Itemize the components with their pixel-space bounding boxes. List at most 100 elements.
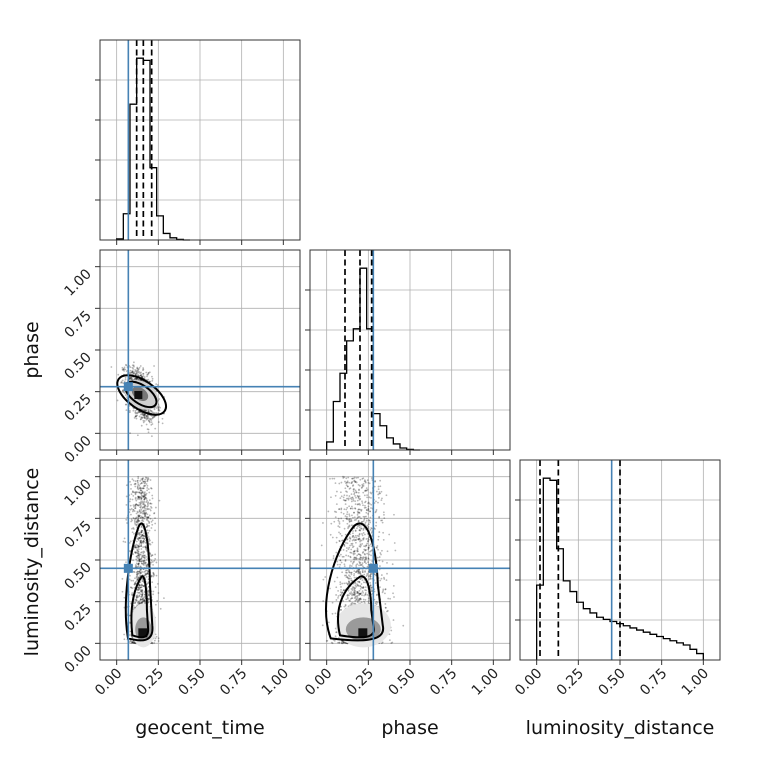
sample-point <box>140 583 143 586</box>
sample-point <box>377 488 380 491</box>
sample-point <box>346 506 349 509</box>
sample-point <box>140 544 143 547</box>
sample-point <box>142 559 144 562</box>
sample-point <box>343 494 346 497</box>
sample-point <box>349 566 351 568</box>
sample-point <box>357 538 359 541</box>
sample-point <box>345 484 348 487</box>
sample-point <box>351 507 354 510</box>
y-tick-label: 0.00 <box>61 643 94 676</box>
sample-point <box>143 417 146 420</box>
sample-point <box>364 571 366 573</box>
sample-point <box>137 552 140 554</box>
sample-point <box>358 599 361 601</box>
sample-point <box>139 571 142 574</box>
sample-point <box>359 573 362 576</box>
sample-point <box>358 498 361 501</box>
sample-point <box>362 551 365 553</box>
sample-point <box>356 594 359 597</box>
sample-point <box>134 582 136 585</box>
sample-point <box>138 560 141 563</box>
sample-point <box>362 586 365 589</box>
sample-point <box>337 525 340 528</box>
sample-point <box>339 605 342 608</box>
sample-point <box>363 533 366 536</box>
sample-point <box>381 549 383 552</box>
sample-point <box>146 558 148 561</box>
sample-point <box>345 569 348 572</box>
contour-outer <box>124 522 154 642</box>
sample-point <box>365 544 368 547</box>
sample-point <box>132 559 134 562</box>
sample-point <box>158 405 160 408</box>
sample-point <box>153 512 155 515</box>
sample-point <box>348 495 351 497</box>
sample-point <box>151 519 154 522</box>
sample-point <box>379 479 382 482</box>
sample-point <box>135 372 138 375</box>
sample-point <box>366 479 369 482</box>
sample-point <box>141 579 144 582</box>
sample-point <box>147 531 150 534</box>
sample-point <box>145 414 148 417</box>
sample-point <box>134 552 137 554</box>
sample-point <box>140 417 143 420</box>
sample-point <box>137 545 140 548</box>
sample-point <box>137 601 140 604</box>
sample-point <box>154 633 157 636</box>
sample-point <box>151 642 154 645</box>
sample-point <box>142 487 145 490</box>
sample-point <box>139 365 142 367</box>
sample-point <box>134 504 137 507</box>
sample-point <box>381 591 384 594</box>
sample-point <box>124 368 127 371</box>
sample-point <box>134 551 136 553</box>
sample-point <box>363 517 366 520</box>
sample-point <box>368 575 370 578</box>
sample-point <box>367 540 369 543</box>
sample-point <box>142 492 145 494</box>
sample-point <box>364 501 366 504</box>
sample-point <box>140 539 142 542</box>
sample-point <box>360 510 363 512</box>
sample-point <box>138 496 140 498</box>
sample-point <box>355 571 358 573</box>
sample-point <box>146 571 149 574</box>
sample-point <box>136 370 139 373</box>
sample-point <box>154 427 157 430</box>
sample-point <box>359 556 362 559</box>
sample-point <box>141 592 144 594</box>
sample-point <box>146 572 149 575</box>
sample-point <box>361 558 364 561</box>
sample-point <box>362 477 365 480</box>
sample-point <box>132 361 135 364</box>
sample-point <box>386 561 388 564</box>
sample-point <box>365 557 367 559</box>
y-tick-label: 0.00 <box>61 433 94 466</box>
sample-point <box>340 517 343 520</box>
joint-content <box>320 475 405 648</box>
sample-point <box>355 491 358 493</box>
sample-point <box>138 560 141 563</box>
sample-point <box>133 583 136 586</box>
sample-point <box>353 511 355 514</box>
sample-point <box>139 512 142 514</box>
sample-point <box>137 536 140 539</box>
sample-point <box>355 585 358 588</box>
sample-point <box>143 564 145 566</box>
sample-point <box>335 586 338 589</box>
sample-point <box>345 574 348 577</box>
sample-point <box>133 571 136 574</box>
sample-point <box>354 582 357 585</box>
sample-point <box>324 576 327 578</box>
sample-point <box>333 477 336 480</box>
sample-point <box>139 506 142 509</box>
sample-point <box>359 571 361 574</box>
sample-point <box>354 481 357 483</box>
sample-point <box>145 415 148 418</box>
sample-point <box>348 519 350 522</box>
sample-point <box>137 553 140 555</box>
sample-point <box>129 639 132 642</box>
sample-point <box>139 374 142 377</box>
sample-point <box>369 575 372 578</box>
